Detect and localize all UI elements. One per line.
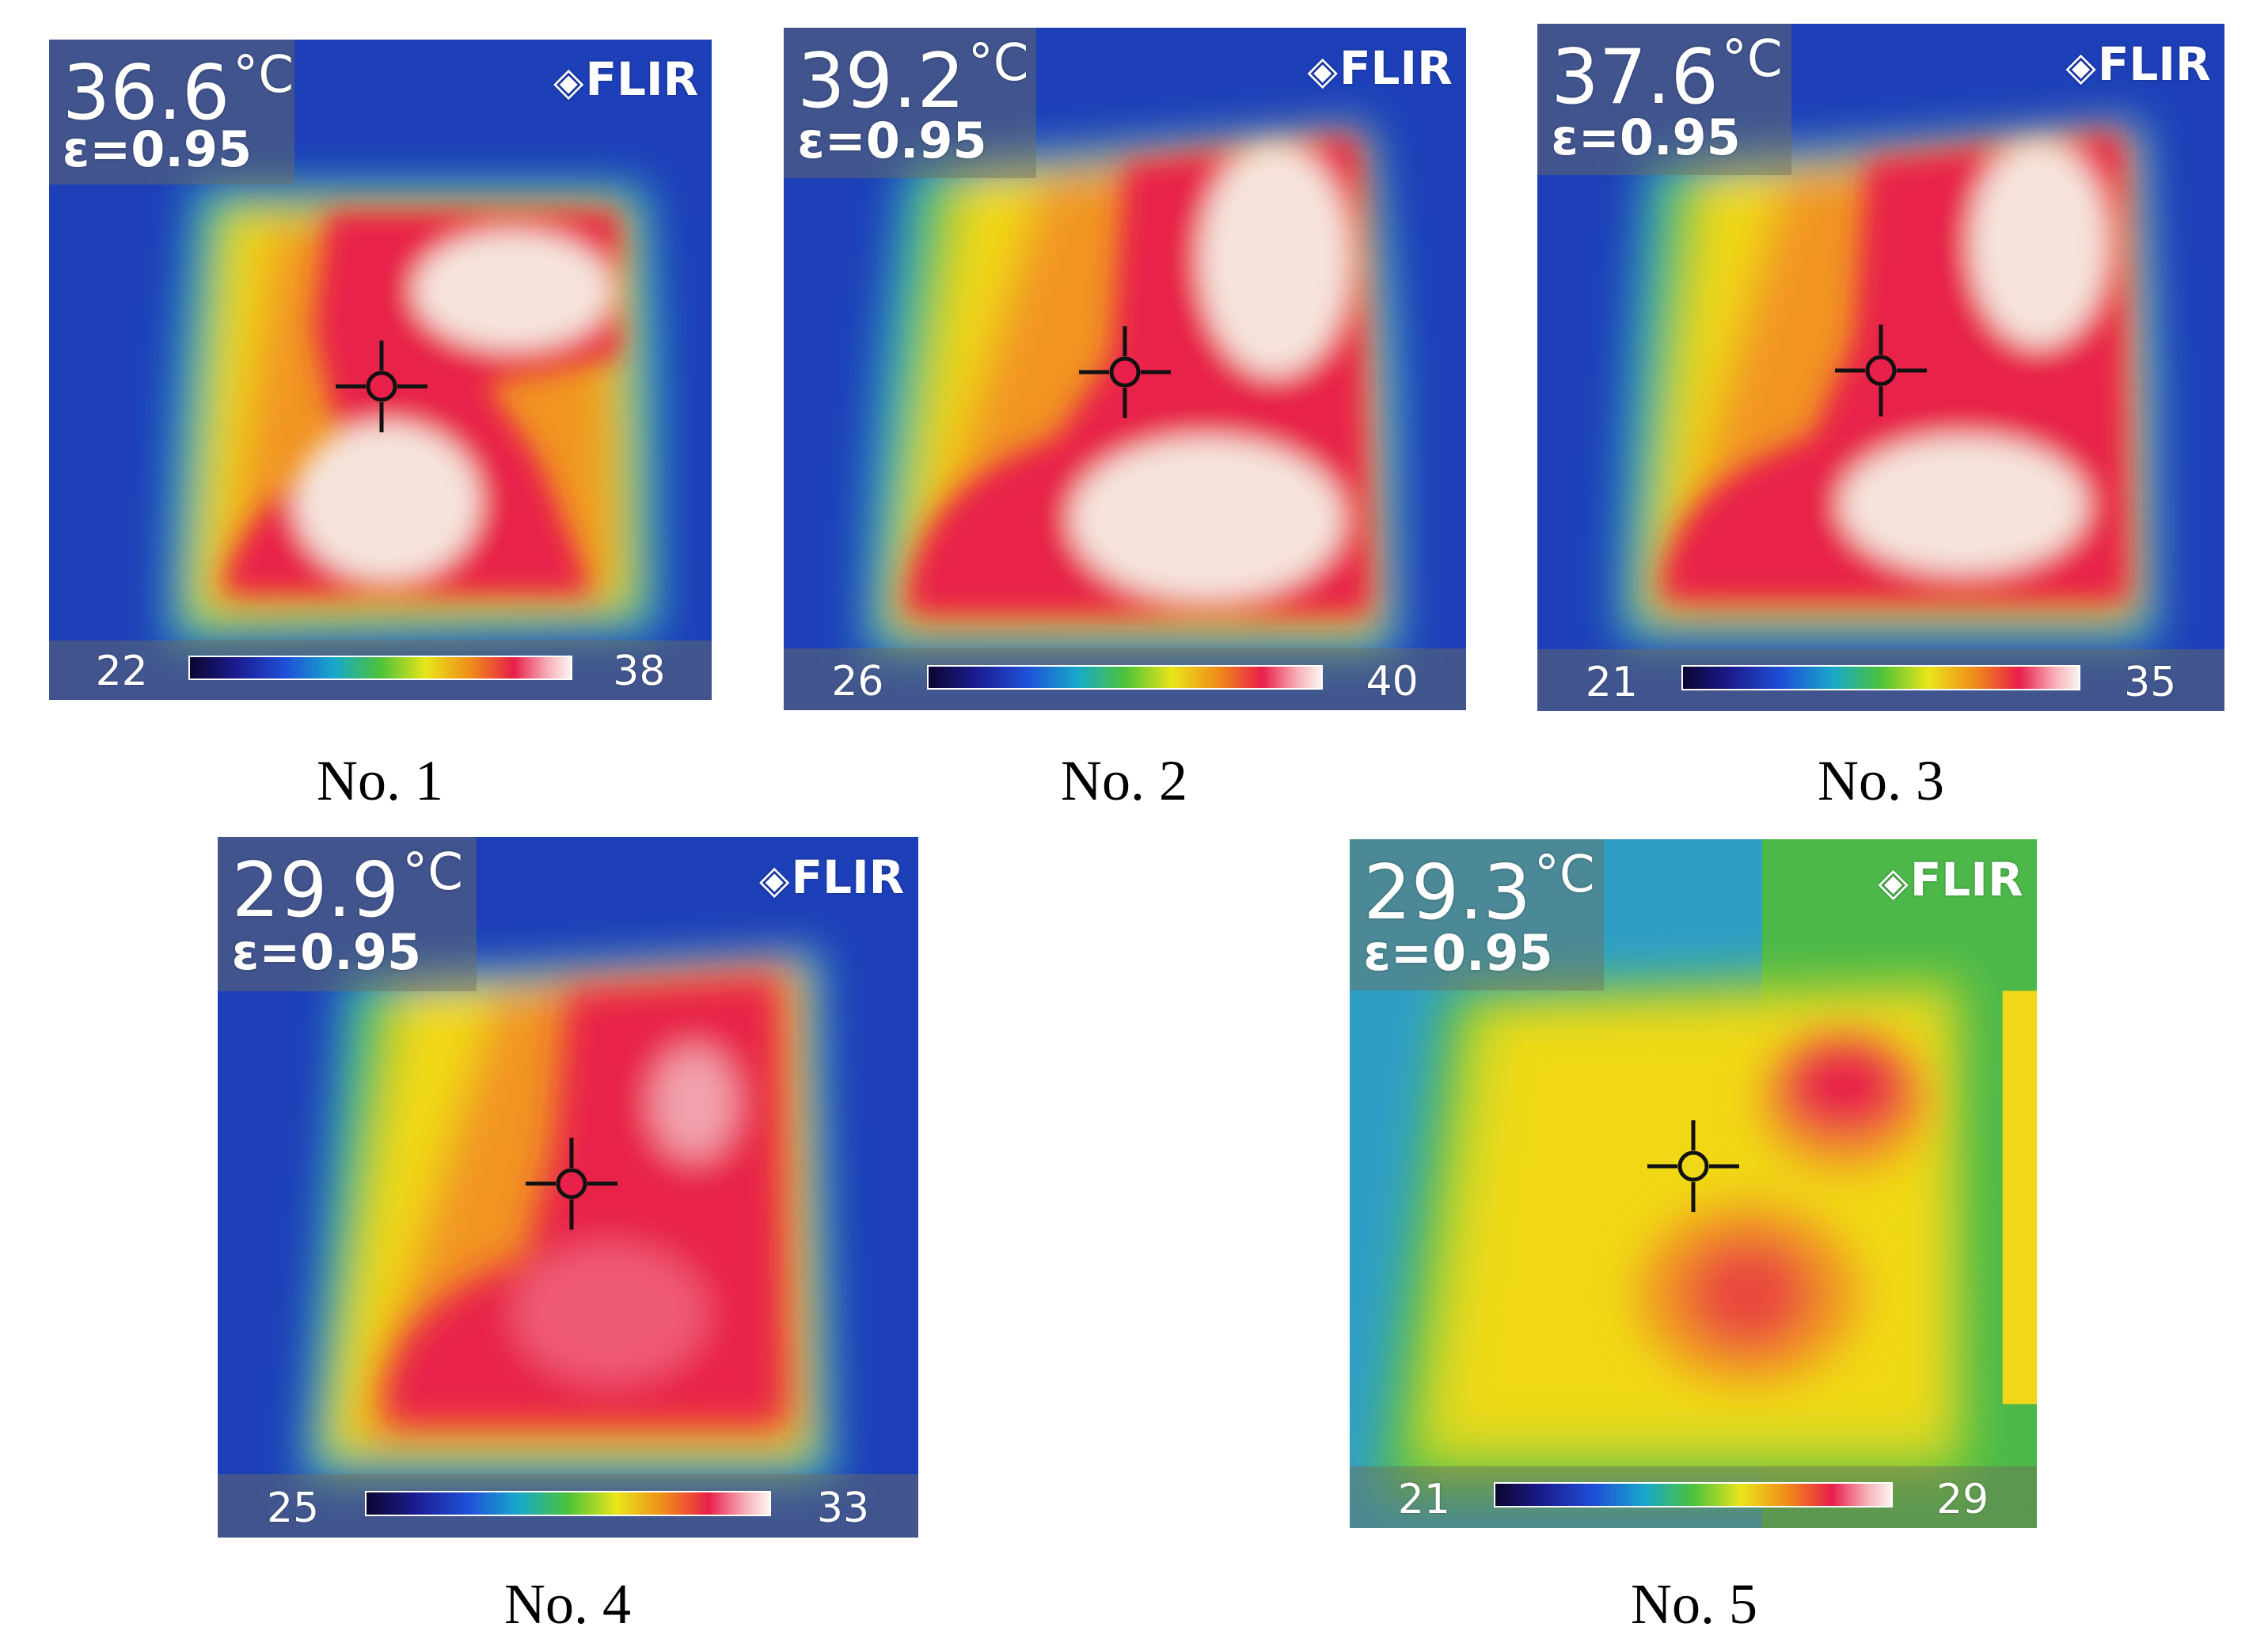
temperature-readout: 29.9°C [232, 847, 463, 929]
scale-max-label: 33 [816, 1485, 870, 1533]
thermal-image [1350, 839, 2037, 1528]
color-scale-gradient [1494, 1482, 1893, 1507]
thermal-panel-4: 29.9°C ε=0.95 ◈FLIR 25 33 [218, 837, 918, 1538]
temperature-value: 39.2 [797, 37, 965, 125]
flir-logo: ◈FLIR [2065, 41, 2210, 87]
temperature-unit: °C [233, 45, 294, 105]
flir-logo-icon: ◈ [2065, 43, 2096, 89]
flir-logo: ◈FLIR [759, 854, 904, 900]
crosshair-icon [1079, 326, 1171, 419]
flir-logo-icon: ◈ [1307, 47, 1338, 93]
thermal-image [784, 28, 1466, 710]
emissivity-readout: ε=0.95 [62, 120, 253, 179]
color-scale-gradient [364, 1491, 772, 1517]
temperature-unit: °C [402, 843, 463, 903]
color-scale-gradient [1681, 665, 2080, 690]
panel-caption-3: No. 3 [1818, 749, 1944, 812]
temperature-overlay [784, 28, 1036, 178]
thermal-panel-3: 37.6°C ε=0.95 ◈FLIR 21 35 [1537, 24, 2224, 711]
temperature-overlay [1537, 24, 1792, 175]
temperature-overlay [49, 40, 294, 185]
panel-caption-4: No. 4 [504, 1572, 631, 1636]
logo-text: FLIR [1909, 852, 2023, 907]
temperature-unit: °C [1533, 846, 1595, 905]
flir-logo: ◈FLIR [1878, 857, 2023, 903]
logo-text: FLIR [585, 51, 699, 106]
panel-caption-5: No. 5 [1631, 1572, 1757, 1636]
scale-max-label: 29 [1936, 1475, 1989, 1523]
flir-logo-icon: ◈ [553, 58, 584, 105]
temperature-unit: °C [967, 33, 1029, 93]
scale-min-label: 22 [95, 648, 148, 695]
temperature-value: 37.6 [1551, 34, 1719, 122]
scale-min-label: 25 [266, 1485, 320, 1533]
temperature-value: 36.6 [62, 49, 230, 137]
flir-logo: ◈FLIR [1307, 45, 1452, 91]
logo-text: FLIR [1339, 40, 1453, 95]
thermal-panel-2: 39.2°C ε=0.95 ◈FLIR 26 40 [784, 28, 1466, 710]
thermal-panel-1: 36.6°C ε=0.95 ◈FLIR 22 38 [49, 40, 712, 700]
emissivity-readout: ε=0.95 [231, 923, 422, 982]
crosshair-icon [1835, 325, 1927, 417]
logo-text: FLIR [2097, 36, 2211, 91]
temperature-readout: 39.2°C [797, 38, 1028, 120]
temperature-readout: 29.3°C [1363, 850, 1594, 931]
temperature-value: 29.3 [1363, 850, 1531, 937]
scale-max-label: 35 [2124, 658, 2177, 706]
panel-caption-1: No. 1 [317, 749, 443, 812]
color-scale-gradient [188, 656, 573, 680]
emissivity-readout: ε=0.95 [1363, 924, 1553, 983]
temperature-value: 29.9 [231, 847, 400, 935]
scale-min-label: 21 [1397, 1475, 1450, 1523]
scale-min-label: 26 [831, 657, 884, 705]
temperature-overlay [1350, 839, 1605, 991]
scale-max-label: 38 [613, 648, 666, 695]
panel-caption-2: No. 2 [1061, 749, 1187, 812]
flir-logo-icon: ◈ [759, 857, 790, 903]
temperature-readout: 36.6°C [63, 50, 294, 131]
crosshair-icon [1647, 1120, 1739, 1213]
thermal-panel-5: 29.3°C ε=0.95 ◈FLIR 21 29 [1350, 839, 2037, 1528]
color-scale-gradient [927, 664, 1323, 690]
logo-text: FLIR [791, 850, 905, 905]
scale-min-label: 21 [1585, 658, 1638, 706]
flir-logo: ◈FLIR [553, 56, 698, 102]
temperature-readout: 37.6°C [1551, 34, 1782, 116]
temperature-overlay [218, 837, 477, 991]
emissivity-readout: ε=0.95 [797, 112, 987, 170]
thermal-image [49, 40, 712, 700]
flir-logo-icon: ◈ [1878, 858, 1909, 905]
scale-max-label: 40 [1366, 657, 1419, 705]
emissivity-readout: ε=0.95 [1551, 108, 1741, 166]
crosshair-icon [525, 1138, 617, 1230]
temperature-unit: °C [1721, 30, 1783, 89]
crosshair-icon [336, 340, 428, 432]
